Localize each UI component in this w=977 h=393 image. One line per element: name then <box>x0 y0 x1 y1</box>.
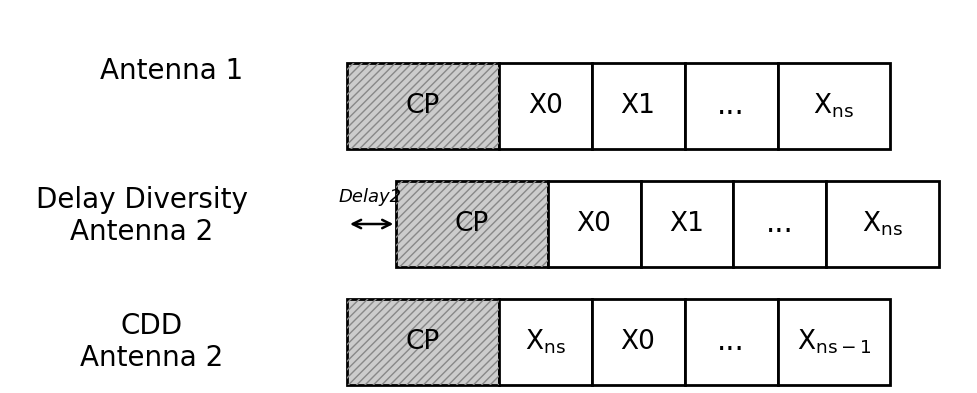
Bar <box>347 299 498 385</box>
Text: CP: CP <box>405 93 440 119</box>
Text: ...: ... <box>716 92 744 120</box>
Text: $\mathsf{X}_{\mathsf{ns}}$: $\mathsf{X}_{\mathsf{ns}}$ <box>813 92 853 120</box>
Text: X0: X0 <box>528 93 562 119</box>
Bar <box>347 299 498 385</box>
Bar <box>826 181 938 267</box>
Bar <box>591 63 684 149</box>
Bar <box>640 181 733 267</box>
Text: Delay Diversity
Antenna 2: Delay Diversity Antenna 2 <box>36 186 247 246</box>
Text: X1: X1 <box>669 211 703 237</box>
Text: ...: ... <box>765 210 793 238</box>
Bar <box>591 299 684 385</box>
Bar <box>498 63 591 149</box>
Bar <box>396 181 547 267</box>
Bar <box>684 63 777 149</box>
Text: $\mathsf{X}_{\mathsf{ns}}$: $\mathsf{X}_{\mathsf{ns}}$ <box>525 328 565 356</box>
Text: X1: X1 <box>620 93 655 119</box>
Bar <box>347 63 498 149</box>
Bar <box>777 63 889 149</box>
Bar <box>396 181 547 267</box>
Bar <box>498 299 591 385</box>
Text: X0: X0 <box>576 211 611 237</box>
Bar <box>684 299 777 385</box>
Text: ...: ... <box>716 328 744 356</box>
Text: CP: CP <box>405 329 440 355</box>
Text: CP: CP <box>454 211 488 237</box>
Bar <box>733 181 826 267</box>
Text: $\mathsf{X}_{\mathsf{ns-1}}$: $\mathsf{X}_{\mathsf{ns-1}}$ <box>796 328 870 356</box>
Text: $\mathsf{X}_{\mathsf{ns}}$: $\mathsf{X}_{\mathsf{ns}}$ <box>862 210 902 238</box>
Text: Delay2: Delay2 <box>338 188 401 206</box>
Text: X0: X0 <box>620 329 655 355</box>
Text: Antenna 1: Antenna 1 <box>100 57 242 85</box>
Text: CDD
Antenna 2: CDD Antenna 2 <box>80 312 223 372</box>
Bar <box>777 299 889 385</box>
Bar <box>347 63 498 149</box>
Bar <box>547 181 640 267</box>
